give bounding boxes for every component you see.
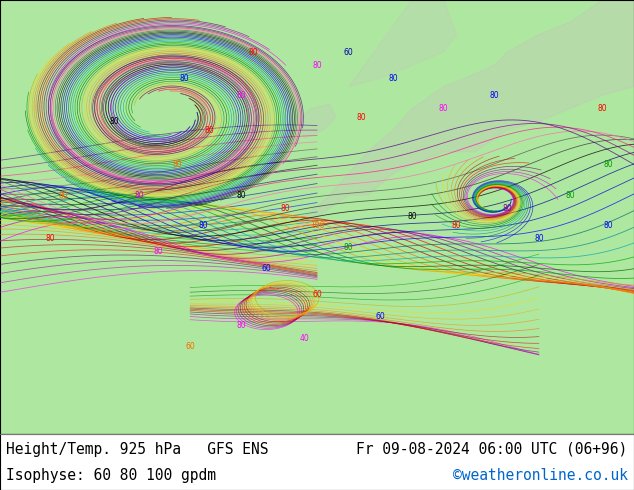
- Polygon shape: [298, 104, 336, 139]
- Text: 80: 80: [280, 204, 290, 213]
- Text: 80: 80: [604, 221, 614, 230]
- Text: 80: 80: [534, 234, 544, 243]
- Text: 80: 80: [604, 160, 614, 169]
- Text: 60: 60: [261, 265, 271, 273]
- Text: 80: 80: [236, 321, 246, 330]
- Text: 80: 80: [179, 74, 189, 82]
- Text: Isophyse: 60 80 100 gpdm: Isophyse: 60 80 100 gpdm: [6, 468, 216, 484]
- Text: 80: 80: [153, 247, 164, 256]
- Text: 80: 80: [312, 61, 322, 70]
- Text: 80: 80: [344, 243, 354, 252]
- Text: 60: 60: [375, 312, 385, 321]
- Text: 60: 60: [185, 343, 195, 351]
- Text: Height/Temp. 925 hPa   GFS ENS: Height/Temp. 925 hPa GFS ENS: [6, 442, 269, 457]
- Text: 80: 80: [566, 191, 576, 199]
- Text: 60: 60: [344, 48, 354, 56]
- Text: 80: 80: [236, 91, 246, 100]
- Text: 80: 80: [109, 117, 119, 126]
- Text: 80: 80: [356, 113, 366, 122]
- Text: 80: 80: [407, 212, 417, 221]
- Text: 80: 80: [134, 191, 145, 199]
- Text: 80: 80: [204, 125, 214, 135]
- Polygon shape: [349, 0, 456, 87]
- Text: 80: 80: [451, 221, 462, 230]
- Text: 100: 100: [310, 221, 324, 230]
- Polygon shape: [285, 0, 634, 239]
- Text: 80: 80: [597, 104, 607, 113]
- Text: 80: 80: [502, 204, 512, 213]
- Text: Fr 09-08-2024 06:00 UTC (06+96): Fr 09-08-2024 06:00 UTC (06+96): [356, 442, 628, 457]
- Text: 60: 60: [312, 291, 322, 299]
- Text: 80: 80: [388, 74, 398, 82]
- Text: ©weatheronline.co.uk: ©weatheronline.co.uk: [453, 468, 628, 484]
- Text: 80: 80: [439, 104, 449, 113]
- Text: 80: 80: [58, 191, 68, 199]
- Text: 80: 80: [236, 191, 246, 199]
- Text: 80: 80: [489, 91, 500, 100]
- Text: 80: 80: [172, 160, 183, 169]
- Text: 40: 40: [299, 334, 309, 343]
- Text: 80: 80: [46, 234, 56, 243]
- Text: 80: 80: [198, 221, 208, 230]
- Text: 80: 80: [249, 48, 259, 56]
